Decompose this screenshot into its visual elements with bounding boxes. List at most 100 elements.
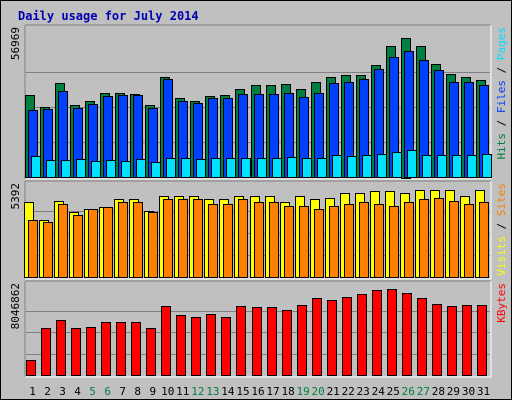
x-tick-day-5: 5 — [89, 385, 96, 398]
bar-pages-day-19 — [302, 158, 312, 178]
bar-pages-day-9 — [151, 162, 161, 178]
bar-sites-day-9 — [148, 212, 158, 278]
bar-kbytes-day-30 — [462, 305, 472, 376]
bar-sites-day-4 — [73, 215, 83, 278]
x-tick-day-22: 22 — [342, 385, 355, 398]
x-tick-day-2: 2 — [44, 385, 51, 398]
y-max-label-panel-1: 56969 — [9, 27, 22, 60]
legend-pages: Pages — [495, 27, 508, 60]
legend-hits: Hits — [495, 133, 508, 160]
bar-kbytes-day-29 — [447, 306, 457, 376]
bar-sites-day-19 — [299, 206, 309, 278]
bar-sites-day-29 — [449, 201, 459, 278]
y-max-label-panel-3: 8046862 — [9, 283, 22, 329]
bar-pages-day-8 — [136, 159, 146, 178]
bar-pages-day-26 — [407, 150, 417, 178]
bar-sites-day-14 — [223, 204, 233, 278]
x-tick-day-12: 12 — [191, 385, 204, 398]
bar-kbytes-day-10 — [161, 306, 171, 376]
bar-sites-day-11 — [178, 199, 188, 278]
bar-kbytes-day-26 — [402, 293, 412, 376]
x-tick-day-21: 21 — [327, 385, 340, 398]
bar-pages-day-14 — [226, 158, 236, 178]
bar-pages-day-23 — [362, 155, 372, 178]
bar-sites-day-26 — [404, 202, 414, 278]
bar-pages-day-2 — [46, 160, 56, 178]
bar-pages-day-27 — [422, 155, 432, 178]
bar-kbytes-day-18 — [282, 310, 292, 376]
bar-pages-day-7 — [121, 161, 131, 178]
x-tick-day-30: 30 — [462, 385, 475, 398]
panel-2: 5392 Visits / Sites — [9, 180, 508, 280]
legend-kbytes: KBytes — [495, 283, 508, 323]
x-tick-day-13: 13 — [206, 385, 219, 398]
x-tick-day-7: 7 — [119, 385, 126, 398]
x-tick-day-11: 11 — [176, 385, 189, 398]
legend-files: Files — [495, 80, 508, 113]
bar-pages-day-17 — [272, 158, 282, 178]
bar-kbytes-day-9 — [146, 328, 156, 376]
bar-sites-day-17 — [269, 202, 279, 278]
bar-pages-day-1 — [31, 156, 41, 178]
x-tick-day-8: 8 — [134, 385, 141, 398]
x-tick-day-18: 18 — [281, 385, 294, 398]
bar-sites-day-22 — [344, 204, 354, 278]
x-tick-day-4: 4 — [74, 385, 81, 398]
bar-pages-day-22 — [347, 156, 357, 178]
legend-panel-1: Hits / Files / Pages — [495, 27, 508, 160]
legend-separator: / — [495, 216, 508, 236]
bar-kbytes-day-2 — [41, 328, 51, 376]
bar-kbytes-day-31 — [477, 305, 487, 376]
bar-pages-day-10 — [166, 158, 176, 178]
legend-separator: / — [495, 113, 508, 133]
bar-pages-day-25 — [392, 152, 402, 178]
bar-kbytes-day-7 — [116, 322, 126, 376]
bar-sites-day-15 — [238, 199, 248, 278]
bar-kbytes-day-28 — [432, 304, 442, 376]
x-tick-day-14: 14 — [221, 385, 235, 398]
x-tick-day-1: 1 — [29, 385, 36, 398]
x-tick-day-17: 17 — [266, 385, 279, 398]
bar-sites-day-10 — [163, 199, 173, 278]
x-tick-day-29: 29 — [447, 385, 460, 398]
bar-pages-day-15 — [241, 158, 251, 178]
panel-1: 56969 Hits / Files / Pages — [9, 24, 508, 180]
x-tick-day-23: 23 — [357, 385, 370, 398]
bar-sites-day-23 — [359, 202, 369, 278]
x-tick-day-10: 10 — [161, 385, 174, 398]
bar-sites-day-16 — [254, 202, 264, 278]
bar-sites-day-30 — [464, 204, 474, 278]
bar-sites-day-13 — [208, 204, 218, 278]
bar-sites-day-24 — [374, 204, 384, 278]
x-tick-day-15: 15 — [236, 385, 249, 398]
bar-kbytes-day-17 — [267, 307, 277, 376]
bar-pages-day-5 — [91, 161, 101, 178]
panel-3: 8046862 KBytes — [9, 280, 508, 378]
bar-sites-day-3 — [58, 204, 68, 278]
bar-sites-day-12 — [193, 199, 203, 278]
x-tick-day-19: 19 — [296, 385, 309, 398]
x-tick-day-25: 25 — [387, 385, 400, 398]
bar-kbytes-day-1 — [26, 360, 36, 376]
bar-kbytes-day-16 — [252, 307, 262, 376]
bar-sites-day-6 — [103, 207, 113, 278]
bar-sites-day-31 — [479, 202, 489, 278]
chart-panels: 56969 Hits / Files / Pages 5392 Visits / Si… — [9, 24, 508, 378]
x-tick-day-24: 24 — [372, 385, 386, 398]
bar-pages-day-31 — [482, 154, 492, 178]
bar-kbytes-day-13 — [206, 314, 216, 376]
bar-pages-day-3 — [61, 160, 71, 178]
legend-visits: Visits — [495, 236, 508, 276]
bar-pages-day-30 — [467, 155, 477, 178]
x-tick-day-20: 20 — [311, 385, 324, 398]
bar-sites-day-2 — [43, 222, 53, 278]
bar-pages-day-24 — [377, 154, 387, 178]
bar-sites-day-8 — [133, 202, 143, 278]
bar-kbytes-day-22 — [342, 297, 352, 376]
bar-kbytes-day-5 — [86, 327, 96, 376]
bar-kbytes-day-25 — [387, 289, 397, 376]
bar-kbytes-day-27 — [417, 298, 427, 376]
bar-sites-day-28 — [434, 198, 444, 278]
bar-sites-day-25 — [389, 206, 399, 278]
